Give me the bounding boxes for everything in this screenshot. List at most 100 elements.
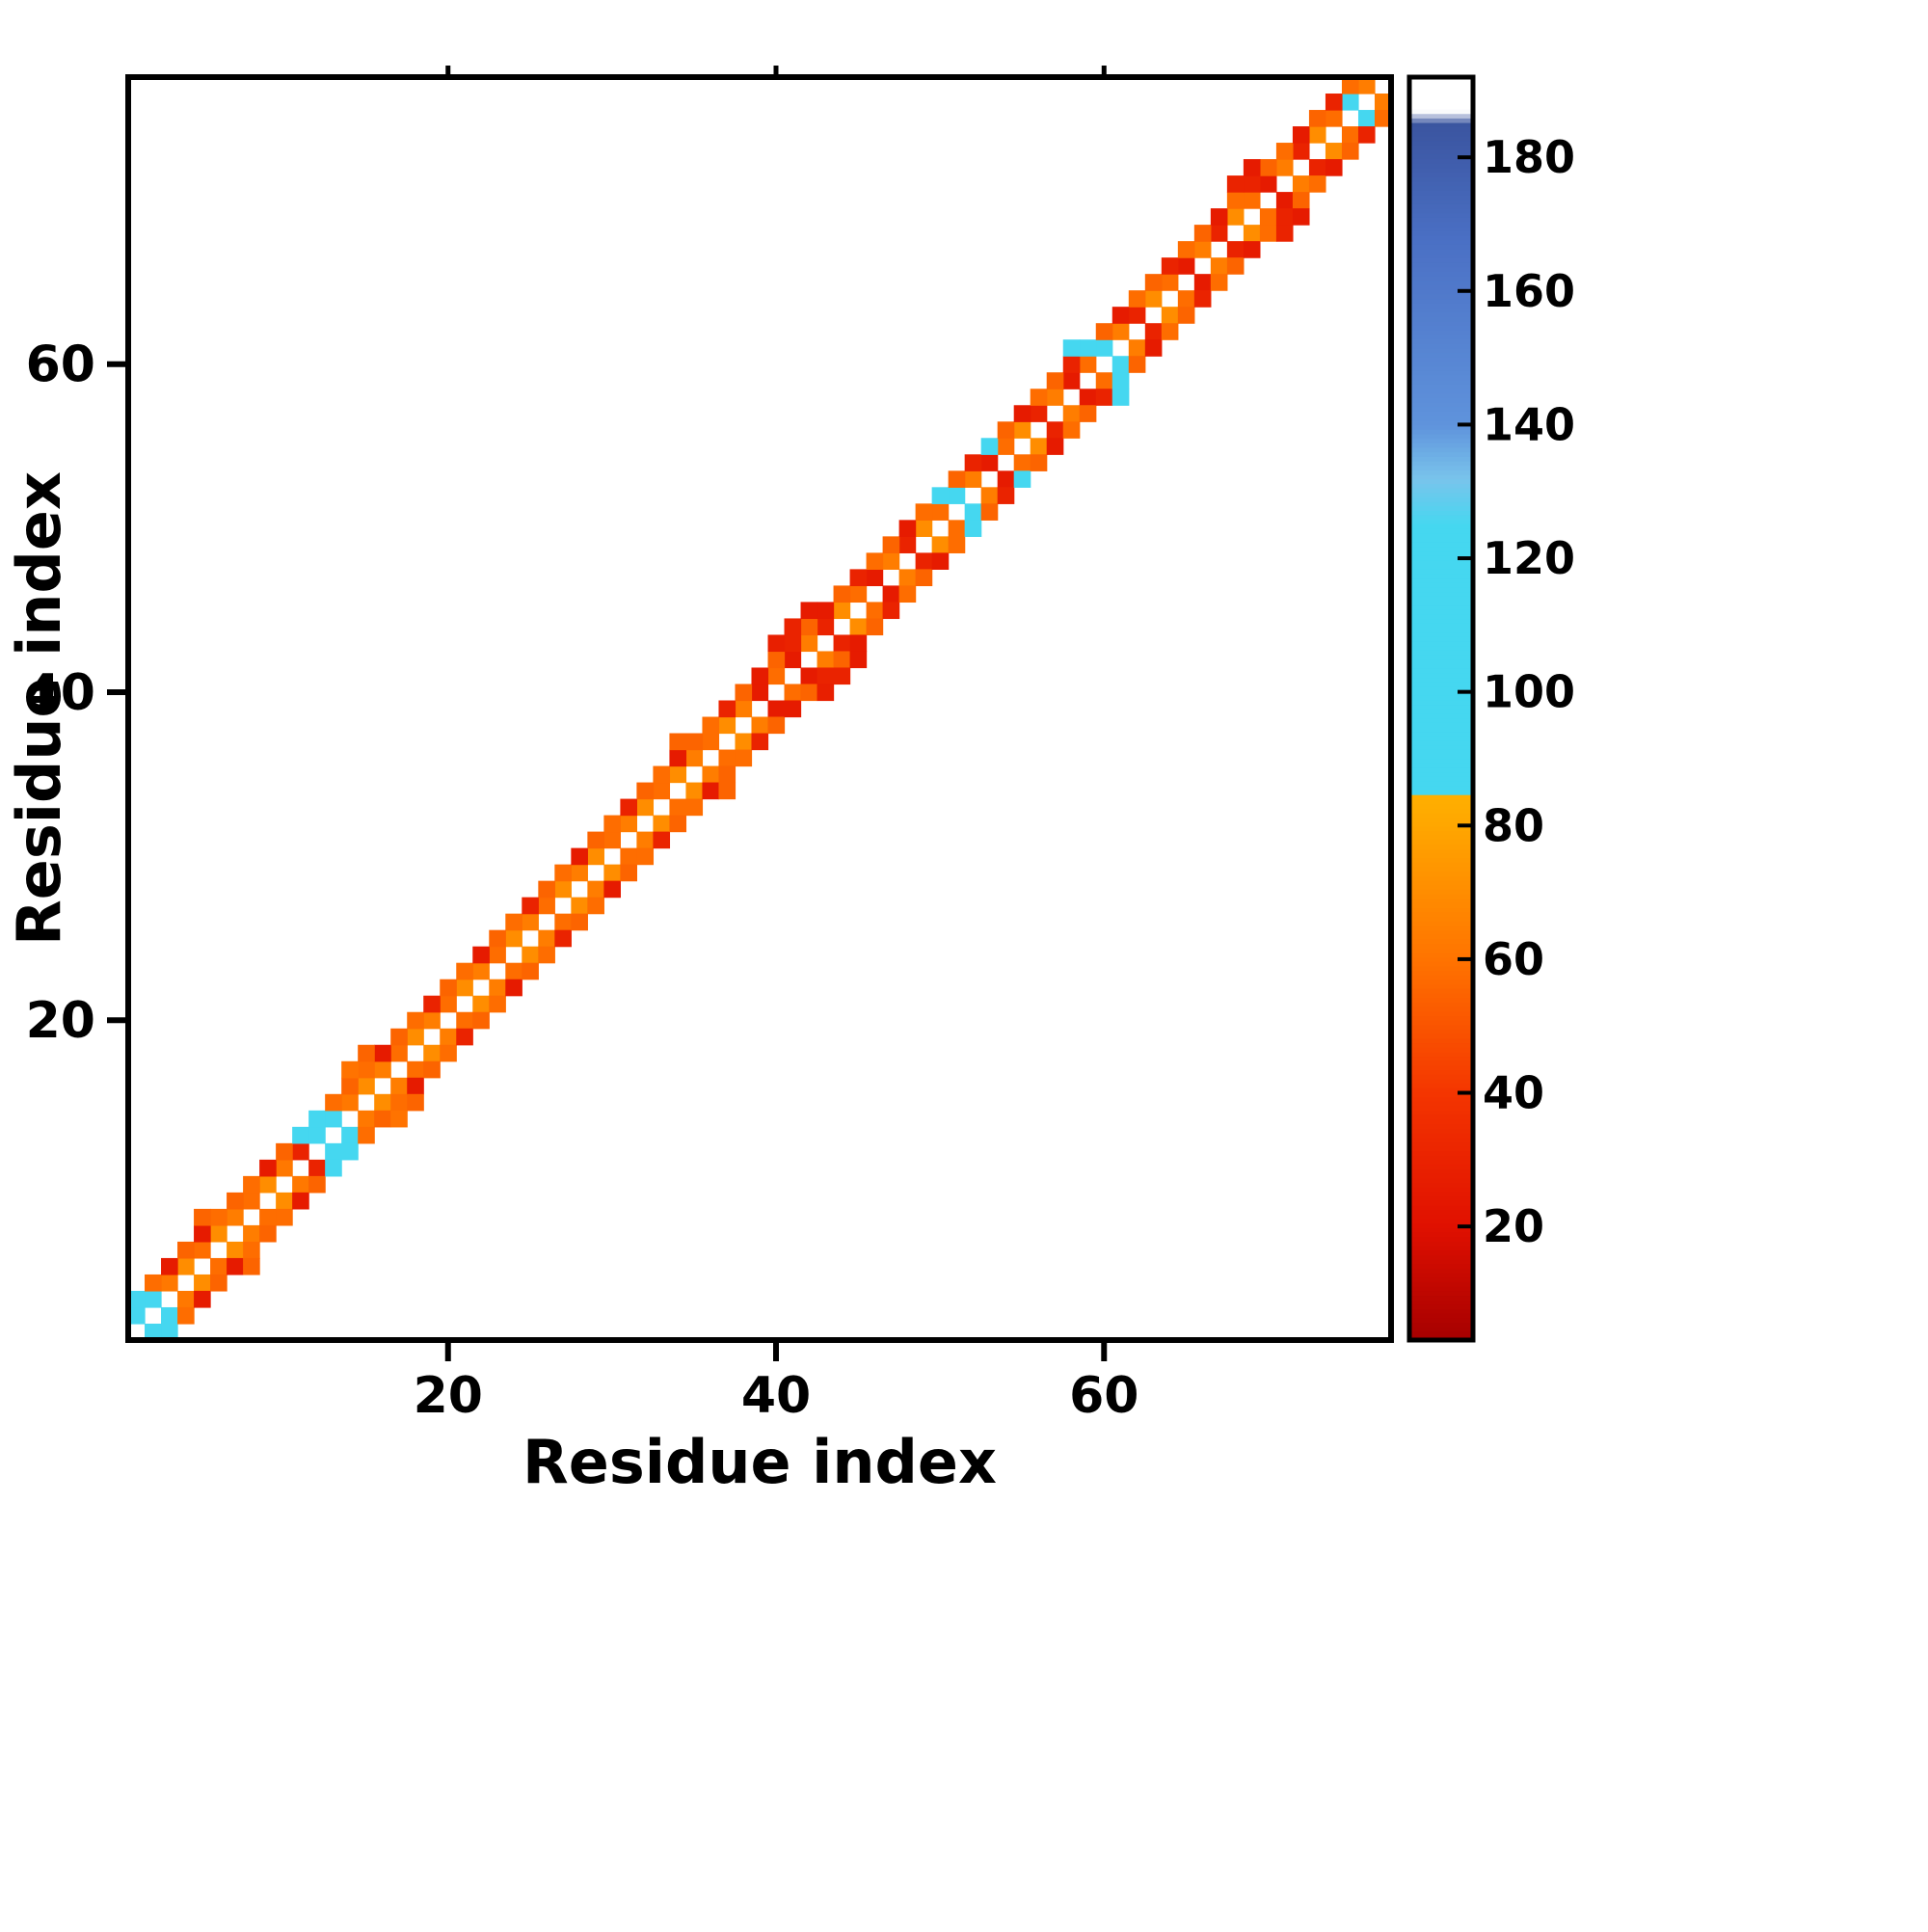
heatmap-cell [358,1126,375,1144]
colorbar-segment [1409,1164,1473,1170]
colorbar-segment [1409,189,1473,196]
colorbar-segment [1409,817,1473,822]
heatmap-cell [177,1257,195,1275]
heatmap-cell [1095,389,1113,406]
heatmap-cell [718,749,736,767]
colorbar-segment [1409,677,1473,683]
colorbar-segment [1409,550,1473,556]
heatmap-cell [702,716,720,735]
heatmap-cell [751,716,769,735]
colorbar-segment [1409,920,1473,926]
heatmap-cell [161,1323,178,1341]
heatmap-cell [341,1093,359,1112]
colorbar-segment [1409,248,1473,255]
colorbar-segment [1409,365,1473,371]
colorbar-segment [1409,1218,1473,1224]
heatmap-cell [571,847,588,866]
heatmap-cell [751,684,769,702]
heatmap-cell [243,1241,260,1259]
colorbar-segment [1409,546,1473,552]
colorbar-segment [1409,681,1473,687]
colorbar-segment [1409,1254,1473,1260]
colorbar-segment [1409,1299,1473,1305]
heatmap-cell [538,897,555,915]
colorbar-segment [1409,988,1473,994]
colorbar-segment [1409,175,1473,182]
heatmap-cell [177,1290,195,1308]
heatmap-cell [751,733,769,751]
heatmap-cell [292,1175,309,1194]
heatmap-cell [276,1208,293,1226]
colorbar-segment [1409,835,1473,841]
colorbar-segment [1409,1186,1473,1193]
colorbar-segment [1409,825,1473,832]
colorbar-segment [1409,893,1473,899]
heatmap-cell [1062,339,1081,357]
heatmap-cell [456,1011,473,1030]
colorbar-segment [1409,776,1473,782]
heatmap-cell [374,1110,391,1128]
heatmap-cell [767,667,786,685]
colorbar-segment [1409,704,1473,710]
colorbar-segment [1409,1303,1473,1310]
colorbar-segment [1409,1123,1473,1129]
heatmap-cell [1259,175,1277,193]
y-tick-label: 40 [26,664,95,722]
colorbar-segment [1409,744,1473,750]
heatmap-cell [636,798,655,817]
heatmap-cell [980,438,999,455]
colorbar-segment [1409,943,1473,949]
colorbar-segment [1409,1276,1473,1282]
colorbar-segment [1409,1078,1473,1085]
heatmap-cell [308,1175,326,1194]
heatmap-cell [1111,307,1130,324]
heatmap-cell [849,618,868,636]
heatmap-cell [1177,257,1195,275]
heatmap-cell [1308,175,1326,193]
heatmap-cell [1193,274,1212,291]
colorbar-segment [1409,763,1473,768]
colorbar-segment [1409,519,1473,524]
colorbar-segment [1409,118,1473,123]
colorbar-segment [1409,293,1473,300]
colorbar-segment [1409,1128,1473,1134]
colorbar-segment [1409,1037,1473,1044]
colorbar-segment [1409,460,1473,467]
colorbar-tick-label: 100 [1483,666,1575,718]
colorbar-segment [1409,104,1473,110]
heatmap-cell [915,569,933,587]
heatmap-cell [505,979,522,997]
colorbar-segment [1409,1141,1473,1147]
heatmap-cell [1128,356,1146,373]
heatmap-cell [1030,454,1048,471]
heatmap-cell [1046,438,1064,455]
colorbar-segment [1409,140,1473,146]
colorbar-tick-label: 180 [1483,131,1575,183]
heatmap-cell [325,1093,342,1112]
colorbar-segment [1409,158,1473,164]
heatmap-cell [1144,274,1163,291]
heatmap-cell [374,1060,391,1079]
colorbar-segment [1409,1285,1473,1292]
colorbar-segment [1409,357,1473,362]
heatmap-cell [1341,77,1359,94]
heatmap-cell [1144,323,1163,340]
colorbar-segment [1409,1101,1473,1107]
heatmap-cell [194,1274,211,1292]
heatmap-cell [1275,159,1294,176]
heatmap-cell [194,1241,211,1259]
heatmap-cell [554,864,572,882]
colorbar-segment [1409,1168,1473,1174]
colorbar-segment [1409,1073,1473,1080]
colorbar-segment [1409,690,1473,696]
heatmap-cell [1374,94,1392,111]
heatmap-cell [718,700,736,718]
heatmap-cell [1226,241,1245,258]
heatmap-cell [948,536,966,553]
colorbar-segment [1409,1290,1473,1297]
heatmap-cell [341,1077,359,1095]
colorbar-segment [1409,288,1473,295]
heatmap-cell [423,1060,441,1079]
colorbar-segment [1409,1056,1473,1061]
heatmap-cell [964,520,982,537]
